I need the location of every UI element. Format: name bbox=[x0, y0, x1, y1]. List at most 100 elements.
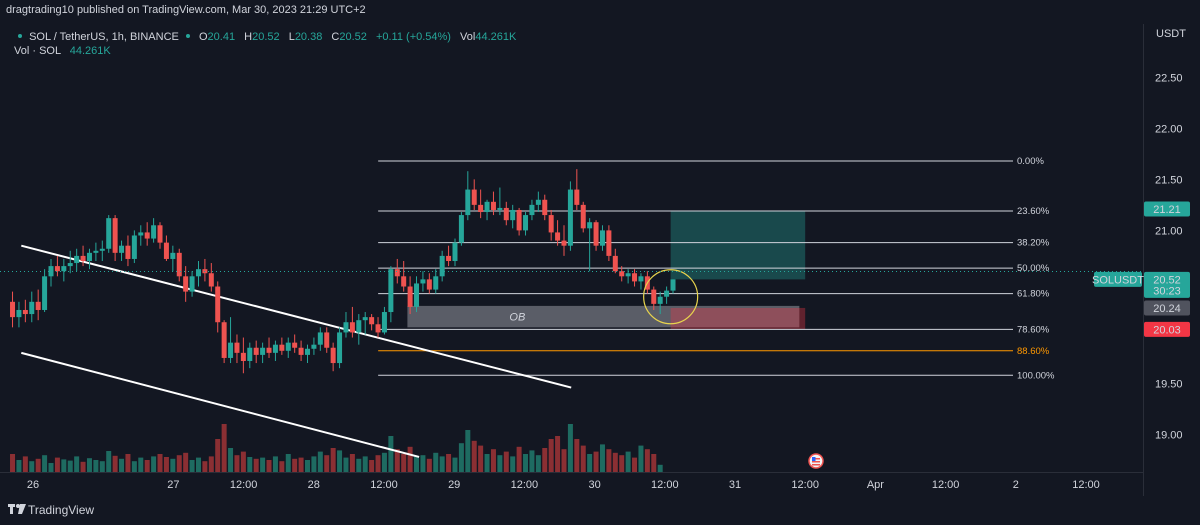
price-label-box-0 bbox=[1144, 201, 1190, 217]
order-block-label: OB bbox=[509, 312, 525, 324]
volume-bar bbox=[86, 458, 92, 472]
price-label-box-3 bbox=[1144, 321, 1190, 337]
time-tick-10: 12:00 bbox=[791, 479, 819, 491]
volume-bar bbox=[619, 455, 625, 472]
currency-label: USDT bbox=[1156, 28, 1186, 40]
candle-body bbox=[54, 266, 60, 272]
candle-body bbox=[381, 312, 387, 333]
volume-bar bbox=[67, 460, 73, 472]
open-key: O bbox=[198, 31, 208, 43]
event-flag-icon[interactable] bbox=[808, 453, 824, 469]
fib-label-7: 100.00% bbox=[1017, 370, 1055, 381]
trendline-0 bbox=[21, 244, 572, 389]
volume-bar bbox=[240, 451, 246, 472]
candle-body bbox=[22, 309, 28, 315]
volume-bar bbox=[54, 457, 60, 472]
candle-body bbox=[305, 348, 310, 355]
volume-bar bbox=[362, 456, 368, 472]
volume-bar bbox=[22, 456, 28, 472]
volume-bar bbox=[292, 458, 298, 472]
candle-body bbox=[535, 199, 541, 205]
volume-bar bbox=[644, 449, 650, 472]
candle-body bbox=[42, 276, 48, 310]
candle-body bbox=[337, 332, 343, 364]
price-chart[interactable]: OB 0.00% 23.60% 38.20% 50.00% 61.80% 78.60% 88… bbox=[0, 0, 1200, 496]
candle-body bbox=[657, 296, 663, 304]
candle-body bbox=[638, 276, 644, 282]
candle-body bbox=[593, 222, 599, 246]
symbol-name[interactable]: SOL / TetherUS, 1h, BINANCE bbox=[29, 31, 179, 43]
zone-stop bbox=[670, 307, 806, 330]
candle-body bbox=[260, 347, 266, 355]
fib-label-5: 78.60% bbox=[1017, 324, 1050, 335]
chart-legend: SOL / TetherUS, 1h, BINANCE O20.41 H20.5… bbox=[14, 30, 522, 58]
trendlines[interactable] bbox=[21, 244, 572, 458]
fib-label-6: 88.60% bbox=[1017, 346, 1050, 357]
candle-body bbox=[131, 235, 137, 259]
volume-bar bbox=[356, 458, 362, 472]
price-tick-5: 19.00 bbox=[1155, 429, 1183, 441]
candle-body bbox=[510, 209, 516, 221]
volume-bar bbox=[106, 451, 112, 472]
volume-bar bbox=[330, 448, 336, 472]
candle-body bbox=[664, 290, 670, 297]
axis-frame bbox=[0, 24, 1144, 496]
candle-body bbox=[439, 255, 445, 277]
candle-body bbox=[471, 189, 477, 205]
tradingview-logo-icon[interactable] bbox=[8, 504, 26, 516]
price-tick-3: 21.00 bbox=[1155, 225, 1183, 237]
change-value: +0.11 (+0.54%) bbox=[375, 31, 451, 43]
candle-body bbox=[247, 347, 253, 362]
volume-bar bbox=[260, 457, 266, 472]
candle-body bbox=[144, 232, 150, 239]
candle-body bbox=[330, 347, 336, 364]
candle-body bbox=[349, 322, 355, 333]
volume-bar bbox=[29, 461, 35, 472]
time-tick-11: Apr bbox=[867, 479, 884, 491]
candles bbox=[10, 169, 676, 374]
volume-series-label[interactable]: Vol · SOL bbox=[14, 45, 61, 57]
price-label-text-0: 21.21 bbox=[1153, 204, 1181, 216]
volume-bar bbox=[401, 454, 407, 472]
volume-bar bbox=[369, 460, 375, 472]
price-tick-2: 21.50 bbox=[1155, 174, 1183, 186]
time-tick-3: 28 bbox=[308, 479, 320, 491]
highlight-circle bbox=[643, 269, 699, 325]
highlight-circle-layer bbox=[643, 269, 699, 325]
volume-bar bbox=[523, 454, 529, 472]
volume-bar bbox=[561, 449, 567, 472]
candle-body bbox=[401, 276, 407, 287]
volume-bar bbox=[131, 461, 137, 472]
time-tick-4: 12:00 bbox=[370, 479, 398, 491]
candle-body bbox=[490, 201, 496, 210]
fibonacci-retracement[interactable]: 0.00% 23.60% 38.20% 50.00% 61.80% 78.60% 88.60… bbox=[378, 156, 1055, 381]
volume-legend-row[interactable]: Vol · SOL 44.261K bbox=[14, 44, 522, 58]
volume-bar bbox=[119, 458, 125, 472]
price-axis[interactable]: USDT 22.50 22.00 21.50 21.00 19.50 19.00 bbox=[1155, 28, 1186, 441]
candle-body bbox=[74, 255, 80, 264]
candle-body bbox=[478, 204, 484, 213]
volume-bar bbox=[183, 452, 189, 472]
volume-bar bbox=[414, 456, 420, 472]
vol-value: 44.261K bbox=[475, 31, 517, 43]
volume-bar bbox=[651, 454, 657, 472]
volume-bar bbox=[599, 444, 605, 472]
candle-body bbox=[35, 301, 41, 310]
candle-body bbox=[632, 273, 638, 282]
candle-body bbox=[484, 201, 490, 213]
candle-body bbox=[516, 209, 522, 231]
candle-body bbox=[580, 204, 586, 229]
volume-bar bbox=[170, 458, 176, 472]
time-axis[interactable]: 26 27 12:00 28 12:00 29 12:00 30 12:00 31 12:00 Apr… bbox=[27, 479, 1100, 491]
fib-label-3: 50.00% bbox=[1017, 263, 1050, 274]
candle-body bbox=[446, 255, 452, 261]
price-tick-0: 22.50 bbox=[1155, 72, 1183, 84]
volume-bar bbox=[433, 452, 439, 472]
volume-bar bbox=[99, 461, 105, 472]
symbol-legend-row[interactable]: SOL / TetherUS, 1h, BINANCE O20.41 H20.5… bbox=[14, 30, 522, 44]
candle-body bbox=[151, 225, 157, 239]
candle-body bbox=[119, 245, 125, 253]
tradingview-brand[interactable]: TradingView bbox=[28, 503, 95, 517]
volume-bar bbox=[279, 461, 285, 472]
candle-body bbox=[587, 222, 593, 229]
